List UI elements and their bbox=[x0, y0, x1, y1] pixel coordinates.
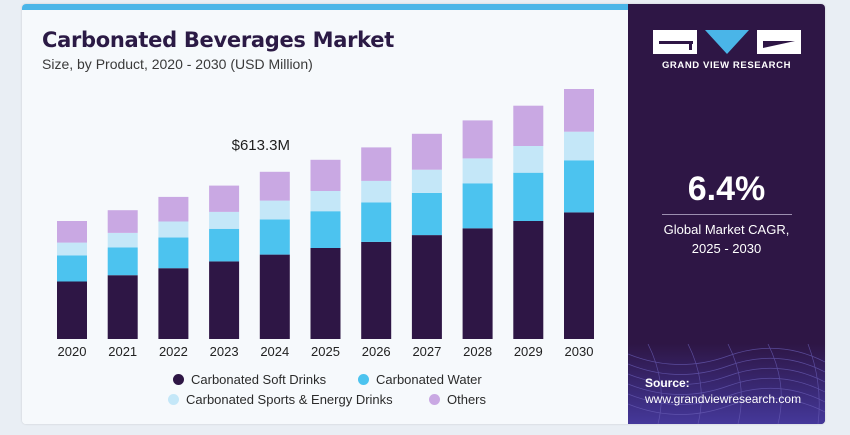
x-tick-label-2025: 2025 bbox=[311, 344, 340, 359]
bar-segment-2024-series-1 bbox=[259, 219, 290, 255]
bar-segment-2023-series-3 bbox=[209, 185, 240, 212]
bar-segment-2023-series-1 bbox=[209, 228, 240, 262]
bar-segment-2023-series-2 bbox=[209, 211, 240, 229]
wave-pattern bbox=[628, 344, 825, 424]
bar-segment-2022-series-2 bbox=[158, 221, 189, 238]
bar-segment-2025-series-0 bbox=[310, 248, 341, 339]
bar-segment-2028-series-2 bbox=[462, 158, 493, 184]
legend-item-others: Others bbox=[429, 392, 486, 407]
bar-segment-2028-series-1 bbox=[462, 183, 493, 229]
x-tick-label-2024: 2024 bbox=[260, 344, 289, 359]
source-background bbox=[628, 344, 825, 424]
legend-swatch-others bbox=[429, 394, 440, 405]
bar-segment-2029-series-0 bbox=[513, 221, 544, 339]
bar-segment-2030-series-0 bbox=[564, 212, 594, 339]
bar-segment-2027-series-2 bbox=[411, 169, 442, 193]
brand-name: GRAND VIEW RESEARCH bbox=[661, 60, 792, 71]
bar-segment-2021-series-3 bbox=[107, 210, 138, 233]
cagr-label-line-1: Global Market CAGR, bbox=[663, 222, 790, 237]
bar-segment-2026-series-2 bbox=[361, 180, 392, 203]
cagr-value: 6.4% bbox=[687, 170, 766, 208]
bar-segment-2026-series-3 bbox=[361, 147, 392, 181]
legend-item-carbonated-water: Carbonated Water bbox=[358, 372, 482, 387]
chart-legend: Carbonated Soft Drinks Carbonated Water … bbox=[22, 372, 628, 422]
source-label: Source: bbox=[645, 376, 690, 390]
bar-segment-2028-series-0 bbox=[462, 228, 493, 339]
bar-segment-2030-series-1 bbox=[564, 160, 594, 213]
bar-segment-2022-series-1 bbox=[158, 237, 189, 269]
legend-item-soft-drinks: Carbonated Soft Drinks bbox=[173, 372, 326, 387]
bar-segment-2020-series-3 bbox=[57, 221, 87, 243]
bar-segment-2030-series-2 bbox=[564, 131, 594, 161]
x-tick-label-2027: 2027 bbox=[412, 344, 441, 359]
infographic-card: Carbonated Beverages Market Size, by Pro… bbox=[22, 4, 825, 424]
bar-segment-2024-series-3 bbox=[259, 171, 290, 201]
x-tick-label-2026: 2026 bbox=[362, 344, 391, 359]
annotation-label-0: $613.3M bbox=[232, 137, 290, 154]
cagr-label-line-2: 2025 - 2030 bbox=[691, 241, 762, 256]
chart-subtitle: Size, by Product, 2020 - 2030 (USD Milli… bbox=[42, 56, 313, 72]
bar-segment-2021-series-0 bbox=[107, 275, 138, 339]
bar-segment-2025-series-3 bbox=[310, 159, 341, 191]
x-tick-label-2030: 2030 bbox=[565, 344, 594, 359]
legend-label-soft-drinks: Carbonated Soft Drinks bbox=[191, 372, 327, 387]
bar-segment-2025-series-2 bbox=[310, 191, 341, 212]
bar-segment-2020-series-0 bbox=[57, 281, 87, 339]
bar-segment-2021-series-2 bbox=[107, 233, 138, 248]
bar-segment-2027-series-1 bbox=[411, 192, 442, 236]
bar-segment-2029-series-1 bbox=[513, 172, 544, 221]
bar-segment-2024-series-0 bbox=[259, 254, 290, 339]
x-tick-label-2020: 2020 bbox=[58, 344, 87, 359]
legend-swatch-sports-energy bbox=[168, 394, 179, 405]
sidebar-panel: GRAND VIEW RESEARCH 6.4% Global Market C… bbox=[628, 4, 825, 424]
bar-segment-2022-series-0 bbox=[158, 268, 189, 339]
bar-segment-2022-series-3 bbox=[158, 196, 189, 222]
legend-swatch-carbonated-water bbox=[358, 374, 369, 385]
cagr-divider bbox=[662, 214, 792, 215]
cagr-label: Global Market CAGR, 2025 - 2030 bbox=[628, 220, 825, 258]
x-tick-label-2028: 2028 bbox=[463, 344, 492, 359]
bar-segment-2029-series-2 bbox=[513, 146, 544, 173]
legend-swatch-soft-drinks bbox=[173, 374, 184, 385]
company-logo bbox=[653, 30, 801, 54]
legend-item-sports-energy: Carbonated Sports & Energy Drinks bbox=[168, 392, 393, 407]
bar-segment-2025-series-1 bbox=[310, 211, 341, 248]
bar-segment-2026-series-0 bbox=[361, 241, 392, 339]
bar-segment-2027-series-3 bbox=[411, 133, 442, 170]
bar-segment-2030-series-3 bbox=[564, 89, 594, 132]
source-url[interactable]: www.grandviewresearch.com bbox=[645, 392, 802, 406]
bar-segment-2024-series-2 bbox=[259, 200, 290, 220]
bar-chart: 2020 2021 2022 2023 2024 2025 2026 2027 2028 2029… bbox=[57, 89, 594, 359]
bar-segment-2020-series-1 bbox=[57, 255, 87, 282]
legend-label-others: Others bbox=[447, 392, 487, 407]
bar-segment-2020-series-2 bbox=[57, 242, 87, 256]
accent-bar bbox=[22, 4, 628, 10]
legend-label-sports-energy: Carbonated Sports & Energy Drinks bbox=[186, 392, 393, 407]
x-tick-label-2022: 2022 bbox=[159, 344, 188, 359]
bar-segment-2021-series-1 bbox=[107, 247, 138, 276]
x-tick-label-2023: 2023 bbox=[210, 344, 239, 359]
bar-segment-2029-series-3 bbox=[513, 105, 544, 146]
chart-title: Carbonated Beverages Market bbox=[42, 28, 394, 52]
x-tick-label-2021: 2021 bbox=[108, 344, 137, 359]
bar-segment-2023-series-0 bbox=[209, 261, 240, 339]
bar-segment-2027-series-0 bbox=[411, 235, 442, 339]
bar-segment-2028-series-3 bbox=[462, 120, 493, 159]
chart-panel: Carbonated Beverages Market Size, by Pro… bbox=[22, 4, 628, 424]
legend-label-carbonated-water: Carbonated Water bbox=[376, 372, 482, 387]
x-tick-label-2029: 2029 bbox=[514, 344, 543, 359]
bar-segment-2026-series-1 bbox=[361, 202, 392, 242]
